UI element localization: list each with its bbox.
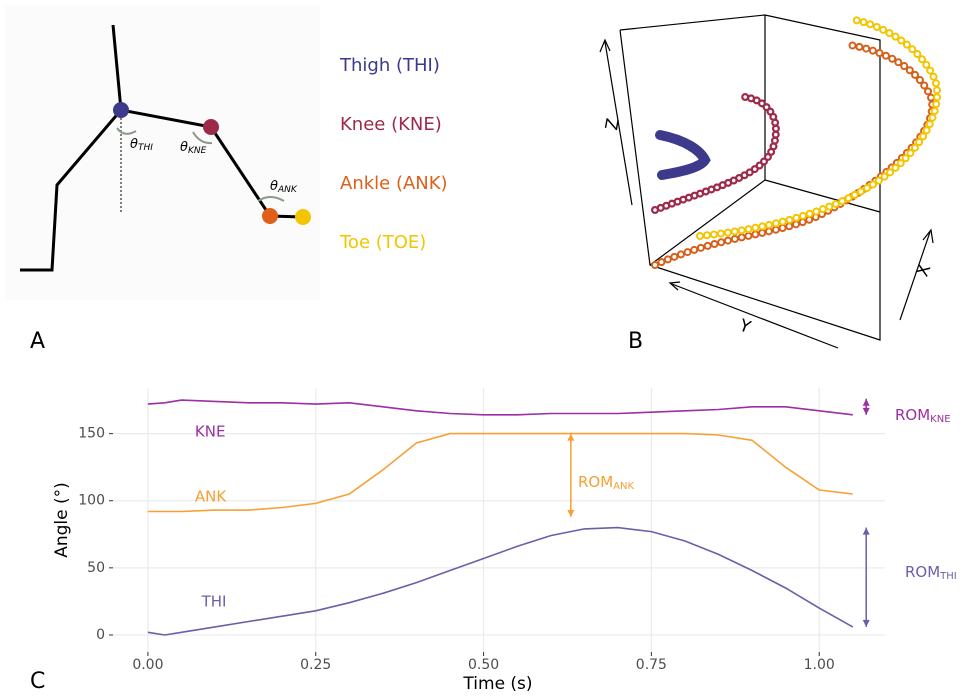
trajectory xyxy=(698,18,940,238)
axis-arrow xyxy=(899,231,931,321)
angle-label: θTHI xyxy=(130,137,153,153)
rom-text: ROM xyxy=(578,473,613,491)
rom-sub: ANK xyxy=(613,481,634,492)
arrow-head xyxy=(599,38,611,53)
arrow-head xyxy=(567,433,575,441)
axis-arrow xyxy=(604,41,633,206)
rom-label: ROMANK xyxy=(578,473,634,493)
joints xyxy=(113,102,311,225)
x-tick-label: 0.75 xyxy=(636,657,667,673)
axis-label: X xyxy=(913,261,936,279)
plot-background xyxy=(113,388,885,652)
arrow-head xyxy=(862,407,870,415)
arrow-head xyxy=(567,509,575,517)
angle-label: θANK xyxy=(270,179,298,195)
series-label: KNE xyxy=(195,423,226,441)
trajectory xyxy=(653,95,778,212)
series-line xyxy=(147,432,853,513)
rom-text: ROM xyxy=(895,406,930,424)
y-tick-label: 100 xyxy=(78,493,105,509)
joint xyxy=(203,119,219,135)
trajectory xyxy=(651,93,780,214)
x-tick-label: 0.00 xyxy=(132,657,163,673)
segment-label: Ankle (ANK) xyxy=(340,173,448,194)
axis-label: Y xyxy=(736,315,754,338)
trajectory xyxy=(696,16,942,240)
rom-sub: THI xyxy=(939,571,957,582)
arrow-head xyxy=(862,619,870,627)
panel-a: θTHI θKNE θANK Thigh (THI)Knee (KNE)Ankl… xyxy=(5,5,448,300)
angle-symbol: θ xyxy=(180,140,188,155)
rom-label: ROMKNE xyxy=(895,406,951,426)
joint xyxy=(295,209,311,225)
axis-label: Z xyxy=(602,117,624,132)
angle-sub: ANK xyxy=(277,185,298,195)
panel-label: A xyxy=(30,329,45,354)
series-line xyxy=(147,526,854,636)
series-label: THI xyxy=(201,593,227,611)
y-tick-label: 150 xyxy=(78,426,105,442)
joint xyxy=(262,208,278,224)
rom-text: ROM xyxy=(905,563,940,581)
trajectory xyxy=(655,130,711,180)
rom-sub: KNE xyxy=(930,414,950,425)
angle-arc xyxy=(192,131,213,145)
x-axis-title: Time (s) xyxy=(462,674,532,694)
series-line xyxy=(147,399,853,416)
x-tick-label: 1.00 xyxy=(804,657,835,673)
panel-label: C xyxy=(30,669,45,694)
angle-sub: KNE xyxy=(188,146,207,156)
angle-symbol: θ xyxy=(270,179,278,194)
angle-symbol: θ xyxy=(130,137,138,152)
series-label: ANK xyxy=(195,488,227,506)
segment-label: Thigh (THI) xyxy=(339,55,440,76)
angle-arc xyxy=(116,127,137,135)
angle-arc xyxy=(257,196,285,202)
trunk xyxy=(20,109,123,272)
angle-label: θKNE xyxy=(180,140,207,156)
panel-label: B xyxy=(628,329,643,354)
rom-label: ROMTHI xyxy=(905,563,957,583)
arrow-head xyxy=(862,398,870,406)
y-tick-label: 0 xyxy=(96,627,105,643)
joint xyxy=(113,102,129,118)
panel-background xyxy=(5,5,320,300)
axis-arrow xyxy=(671,283,839,349)
arrow-head xyxy=(668,281,681,291)
y-axis-title: Angle (°) xyxy=(52,482,72,558)
x-tick-label: 0.25 xyxy=(300,657,331,673)
arrow-head xyxy=(862,527,870,535)
y-tick-label: 50 xyxy=(87,560,105,576)
box-edge xyxy=(619,14,881,341)
segment-label: Knee (KNE) xyxy=(340,114,442,135)
panel-b: Z Y X xyxy=(599,14,942,349)
segment-labels: Thigh (THI) Knee (KNE) Ankle (ANK) Toe (TOE… xyxy=(339,55,448,253)
x-tick-label: 0.50 xyxy=(468,657,499,673)
segment-label: Toe (TOE) xyxy=(339,232,426,253)
box-edge xyxy=(764,179,881,213)
arrow-head xyxy=(922,228,934,244)
angle-sub: THI xyxy=(138,143,153,153)
